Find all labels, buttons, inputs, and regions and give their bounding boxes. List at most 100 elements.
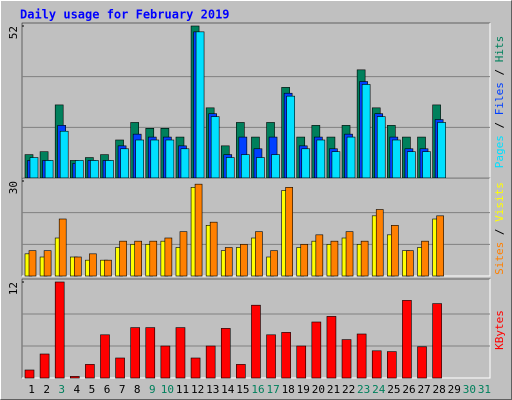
x-tick-label: 17 bbox=[266, 383, 279, 396]
bar bbox=[285, 187, 293, 277]
bar bbox=[315, 234, 324, 277]
bar bbox=[286, 95, 295, 179]
legend: Pages / Files / Hits bbox=[493, 36, 506, 169]
legend-entry: Sites bbox=[493, 242, 506, 275]
bar bbox=[326, 316, 337, 379]
bar bbox=[345, 231, 354, 277]
chart-title: Daily usage for February 2019 bbox=[20, 8, 230, 22]
bar bbox=[28, 250, 37, 277]
bar bbox=[266, 334, 276, 379]
bar bbox=[432, 303, 442, 379]
x-tick-label: 1 bbox=[28, 383, 35, 396]
x-tick-label: 29 bbox=[448, 383, 461, 396]
x-tick-label: 5 bbox=[89, 383, 96, 396]
bar bbox=[104, 259, 112, 277]
x-tick-label: 25 bbox=[387, 383, 400, 396]
bar bbox=[119, 240, 127, 277]
bar bbox=[311, 321, 322, 379]
x-tick-label: 16 bbox=[251, 383, 264, 396]
x-tick-label: 9 bbox=[149, 383, 156, 396]
bar bbox=[301, 148, 311, 179]
x-tick-label: 23 bbox=[357, 383, 370, 396]
bar bbox=[59, 130, 69, 179]
bar bbox=[85, 364, 95, 379]
bar bbox=[74, 160, 84, 179]
x-tick-label: 6 bbox=[104, 383, 111, 396]
bar bbox=[406, 250, 414, 277]
bar bbox=[54, 281, 65, 379]
bar bbox=[387, 351, 397, 379]
bar bbox=[341, 339, 352, 379]
bar bbox=[371, 350, 382, 379]
bar bbox=[195, 31, 205, 179]
x-tick-label: 10 bbox=[161, 383, 174, 396]
legend-separator: / bbox=[493, 222, 506, 242]
x-tick-label: 13 bbox=[206, 383, 219, 396]
bar bbox=[29, 157, 39, 179]
x-tick-label: 26 bbox=[402, 383, 415, 396]
bar bbox=[89, 253, 97, 277]
bar bbox=[120, 148, 129, 179]
bar bbox=[224, 247, 233, 277]
bar bbox=[271, 154, 280, 179]
x-tick-label: 4 bbox=[74, 383, 81, 396]
bar bbox=[135, 139, 144, 179]
x-tick-label: 14 bbox=[221, 383, 235, 396]
legend-entry: KBytes bbox=[493, 310, 506, 350]
x-tick-label: 22 bbox=[342, 383, 355, 396]
bar bbox=[190, 357, 201, 379]
bar bbox=[300, 244, 309, 277]
bar bbox=[39, 353, 50, 379]
bar bbox=[375, 209, 384, 277]
bar bbox=[115, 357, 125, 379]
bar bbox=[43, 250, 52, 277]
bar bbox=[391, 225, 399, 277]
bar bbox=[58, 218, 67, 277]
bar bbox=[209, 221, 218, 277]
legend-entry: Pages bbox=[493, 135, 506, 168]
bar bbox=[145, 327, 156, 379]
bar bbox=[90, 160, 99, 179]
bar bbox=[134, 240, 142, 277]
x-tick-label: 31 bbox=[478, 383, 491, 396]
bar bbox=[240, 244, 248, 277]
x-tick-label: 3 bbox=[58, 383, 65, 396]
x-tick-label: 2 bbox=[43, 383, 50, 396]
y-tick-label: 12 bbox=[7, 282, 20, 295]
y-tick-label: 52 bbox=[7, 26, 20, 39]
bar bbox=[225, 157, 235, 179]
bar bbox=[241, 154, 250, 179]
x-tick-label: 24 bbox=[372, 383, 386, 396]
bar bbox=[150, 139, 160, 179]
bar bbox=[149, 240, 158, 277]
bar bbox=[436, 215, 444, 277]
legend-entry: Visits bbox=[493, 182, 506, 222]
x-tick-label: 11 bbox=[176, 383, 189, 396]
x-tick-label: 19 bbox=[297, 383, 310, 396]
bar bbox=[105, 160, 114, 179]
legend-entry: Hits bbox=[493, 36, 506, 63]
bar bbox=[437, 122, 446, 179]
x-tick-label: 27 bbox=[417, 383, 430, 396]
bar bbox=[73, 256, 82, 277]
bar bbox=[255, 231, 263, 277]
legend-separator: / bbox=[493, 62, 506, 82]
bar bbox=[130, 327, 140, 379]
bar bbox=[205, 345, 216, 379]
bar bbox=[160, 345, 171, 379]
x-tick-label: 15 bbox=[236, 383, 249, 396]
bar bbox=[331, 151, 341, 179]
x-tick-label: 21 bbox=[327, 383, 340, 396]
bar bbox=[175, 327, 186, 379]
bar bbox=[165, 139, 175, 179]
legend: Sites / Visits bbox=[493, 182, 506, 275]
bar bbox=[392, 139, 401, 179]
bar bbox=[164, 237, 173, 277]
bar bbox=[256, 157, 265, 179]
legend-entry: Files bbox=[493, 82, 506, 115]
x-tick-label: 12 bbox=[191, 383, 204, 396]
bar bbox=[407, 151, 416, 179]
bar bbox=[376, 116, 386, 179]
